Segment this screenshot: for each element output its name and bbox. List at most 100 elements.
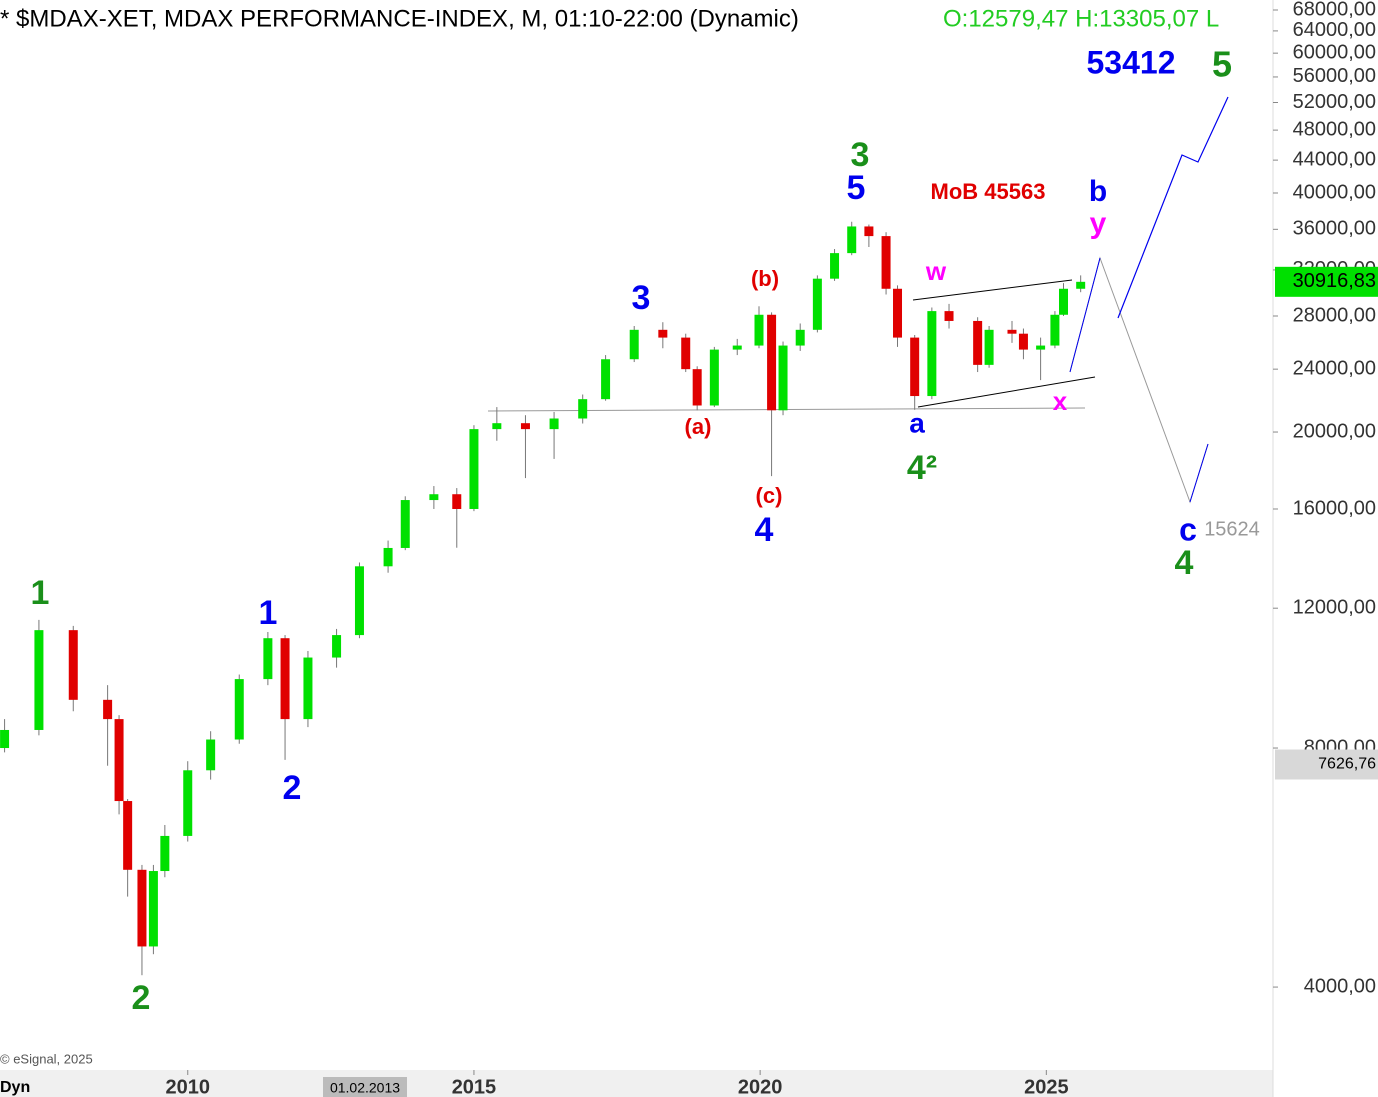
wave-label: 4	[755, 511, 774, 549]
footer: © eSignal, 2025	[0, 1051, 93, 1066]
candle-body	[183, 770, 193, 836]
candle-body	[206, 739, 216, 771]
candle-body	[148, 871, 158, 947]
wave-label: 2	[283, 769, 302, 807]
y-tick-label: 16000,00	[1293, 497, 1376, 519]
candle-body	[332, 635, 342, 658]
candle-body	[280, 638, 290, 720]
candle-body	[847, 226, 857, 254]
candle-body	[778, 345, 788, 411]
candle-body	[732, 345, 742, 350]
candle-body	[658, 329, 668, 338]
channel-bottom	[917, 376, 1096, 408]
wave-label: 2	[132, 979, 151, 1017]
candle-body	[881, 236, 891, 289]
candle-body	[1007, 329, 1017, 334]
corner-label: Dyn	[0, 1079, 30, 1096]
candle-body	[812, 278, 822, 330]
candle-body	[681, 337, 691, 370]
candle-body	[492, 423, 502, 430]
candle-body	[629, 329, 639, 360]
y-tick-label: 48000,00	[1293, 118, 1376, 140]
candle-body	[944, 311, 954, 321]
candle-body	[234, 679, 244, 740]
y-tick-label: 20000,00	[1293, 420, 1376, 442]
candle-body	[303, 657, 313, 720]
candle-body	[754, 314, 764, 346]
candle-body	[34, 630, 44, 730]
candle-body	[927, 311, 937, 397]
candle-body	[1059, 288, 1069, 315]
wave-label: b	[1089, 175, 1107, 208]
wave-label: MoB 45563	[931, 179, 1046, 204]
candle-body	[1076, 281, 1086, 289]
wave-label: (c)	[756, 483, 783, 508]
y-tick-label: 60000,00	[1293, 41, 1376, 63]
candle-body	[692, 369, 702, 406]
wave-label: 3	[632, 279, 651, 317]
candle-body	[452, 494, 462, 509]
y-tick-label: 52000,00	[1293, 91, 1376, 113]
y-tick-label: 64000,00	[1293, 19, 1376, 41]
wave-label: 5	[1212, 44, 1232, 85]
wave-label: 5	[847, 169, 866, 207]
y-tick-label: 36000,00	[1293, 218, 1376, 240]
candle-body	[578, 399, 588, 419]
y-tick-label: 56000,00	[1293, 65, 1376, 87]
price-tag	[1275, 266, 1378, 297]
wave-label: y	[1090, 207, 1107, 240]
candle-body	[114, 719, 124, 802]
candle-body	[864, 226, 874, 237]
candle-body	[103, 699, 113, 720]
y-tick-label: 28000,00	[1293, 304, 1376, 326]
candle-body	[984, 329, 994, 365]
y-tick-label: 4000,00	[1304, 975, 1376, 997]
x-tick-label: 2010	[165, 1076, 210, 1097]
candle-body	[469, 429, 479, 509]
channel-top	[912, 279, 1073, 301]
cursor-date: 01.02.2013	[330, 1080, 400, 1096]
candle-body	[68, 630, 78, 700]
wave-label: 3	[851, 136, 870, 174]
price-tag-label: 7626,76	[1318, 756, 1376, 773]
wave-label: (a)	[685, 414, 712, 439]
y-tick-label: 44000,00	[1293, 148, 1376, 170]
candle-body	[137, 869, 147, 947]
candle-body	[400, 500, 410, 548]
candle-body	[429, 494, 439, 501]
projection-b	[1069, 257, 1101, 373]
wave-label: 15624	[1204, 518, 1260, 540]
y-tick-label: 40000,00	[1293, 181, 1376, 203]
projection-5	[1117, 96, 1229, 319]
candle-body	[1018, 333, 1028, 350]
candle-body	[709, 349, 719, 406]
candle-body	[354, 566, 364, 636]
wave-label: 53412	[1087, 44, 1176, 80]
candle-body	[0, 729, 10, 749]
x-tick-label: 2020	[738, 1076, 783, 1097]
wave-label: w	[925, 256, 947, 286]
marks	[0, 221, 1086, 976]
candle-body	[795, 329, 805, 346]
candle-body	[383, 547, 393, 567]
price-tag	[1275, 749, 1378, 780]
price-tag-label: 30916,83	[1293, 270, 1376, 292]
y-tick-label: 24000,00	[1293, 357, 1376, 379]
wave-label: 4²	[907, 449, 937, 487]
x-tick-label: 2015	[452, 1076, 497, 1097]
candle-body	[1036, 345, 1046, 350]
wave-label: 4	[1175, 544, 1194, 582]
wave-label: c	[1179, 511, 1197, 547]
candle-body	[830, 253, 840, 279]
chart-title: * $MDAX-XET, MDAX PERFORMANCE-INDEX, M, …	[0, 5, 799, 32]
candle-body	[1050, 314, 1060, 346]
candle-body	[123, 801, 133, 870]
projection-c	[1189, 443, 1209, 503]
candle-body	[549, 418, 559, 430]
candle-body	[160, 835, 170, 872]
x-axis-strip	[0, 1070, 1273, 1097]
candle-body	[263, 638, 273, 680]
candle-body	[767, 314, 777, 411]
ohlc-header: O:12579,47 H:13305,07 L	[943, 5, 1219, 32]
